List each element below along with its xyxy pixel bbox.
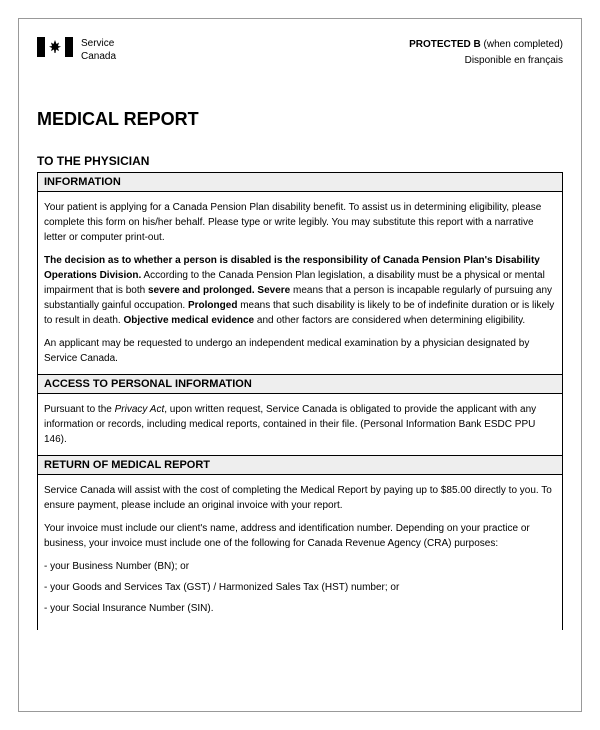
main-title: MEDICAL REPORT [37,109,563,130]
org-line1: Service [81,37,116,50]
return-paragraph-2: Your invoice must include our client's n… [44,521,556,551]
info-p2-bold4: Objective medical evidence [124,315,255,326]
info-paragraph-1: Your patient is applying for a Canada Pe… [44,200,556,245]
info-p2-text4: and other factors are considered when de… [254,315,525,326]
info-p2-bold2: severe and prolonged. Severe [148,285,290,296]
protected-suffix: (when completed) [481,39,563,50]
info-paragraph-2: The decision as to whether a person is d… [44,253,556,328]
section-body-information: Your patient is applying for a Canada Pe… [37,192,563,375]
section-header-information: INFORMATION [37,172,563,192]
return-paragraph-1: Service Canada will assist with the cost… [44,483,556,513]
section-body-access: Pursuant to the Privacy Act, upon writte… [37,394,563,456]
info-p2-bold3: Prolonged [188,300,237,311]
subtitle: TO THE PHYSICIAN [37,154,563,168]
canada-flag-icon [37,37,73,57]
access-p1-text1: Pursuant to the [44,404,115,415]
document-header: Service Canada PROTECTED B (when complet… [37,37,563,69]
section-body-return: Service Canada will assist with the cost… [37,475,563,630]
language-notice: Disponible en français [409,53,563,69]
access-p1-italic: Privacy Act [115,404,165,415]
org-line2: Canada [81,50,116,63]
protected-label: PROTECTED B [409,39,481,50]
section-header-access: ACCESS TO PERSONAL INFORMATION [37,375,563,394]
header-left: Service Canada [37,37,116,63]
page-container: Service Canada PROTECTED B (when complet… [18,18,582,712]
return-list-item-2: - your Goods and Services Tax (GST) / Ha… [44,580,556,595]
return-list-item-1: - your Business Number (BN); or [44,559,556,574]
header-right: PROTECTED B (when completed) Disponible … [409,37,563,69]
access-paragraph-1: Pursuant to the Privacy Act, upon writte… [44,402,556,447]
return-list-item-3: - your Social Insurance Number (SIN). [44,601,556,616]
organization-name: Service Canada [81,37,116,63]
sections-container: INFORMATION Your patient is applying for… [37,172,563,630]
section-header-return: RETURN OF MEDICAL REPORT [37,456,563,475]
info-paragraph-3: An applicant may be requested to undergo… [44,336,556,366]
protected-marking: PROTECTED B (when completed) [409,37,563,53]
